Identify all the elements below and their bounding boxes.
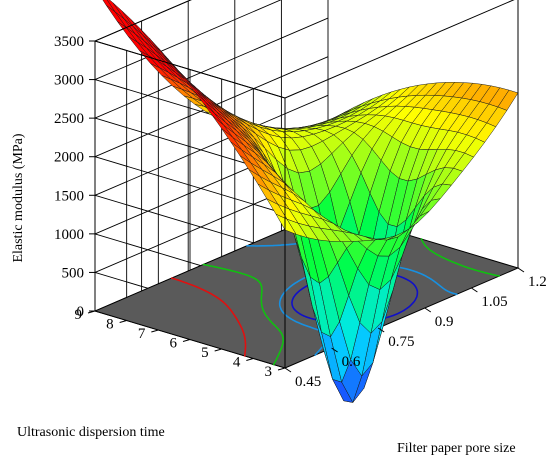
surface-mesh [102, 0, 519, 403]
y-tick-label: 8 [106, 317, 114, 333]
z-tick-label: 3000 [54, 73, 84, 89]
y-tick-label: 4 [233, 355, 241, 371]
y-tick-label: 7 [138, 326, 146, 342]
z-tick-label: 500 [62, 265, 85, 281]
y-tick [119, 320, 127, 323]
y-tick-label: 9 [75, 307, 83, 323]
x-tick [517, 267, 525, 273]
y-tick-label: 3 [265, 364, 273, 380]
y-tick [214, 348, 222, 352]
y-tick [246, 358, 254, 361]
top-frame-edge [93, 0, 515, 99]
y-tick [277, 367, 286, 371]
axis-ticks: 0 500 1000 1500 2000 2500 3000 3500 3 4 5 6 7 8 9 0.45 0… [54, 34, 547, 390]
x-tick [284, 367, 292, 373]
z-tick-label: 1000 [54, 227, 84, 243]
x-tick-label: 0.6 [342, 354, 361, 370]
x-tick [471, 287, 478, 293]
surface-facet [275, 213, 297, 235]
z-tick-label: 3500 [54, 34, 84, 50]
x-tick [331, 347, 338, 353]
x-tick [424, 307, 432, 313]
z-tick-label: 2000 [54, 150, 84, 166]
x-axis-title: Filter paper pore size [397, 441, 516, 456]
y-tick [151, 329, 159, 333]
y-tick-label: 6 [170, 336, 178, 352]
x-tick-label: 0.45 [295, 374, 321, 390]
y-tick [182, 339, 191, 342]
back-wall [95, 0, 328, 311]
contour-line [202, 238, 501, 366]
contour-line [170, 277, 247, 357]
x-tick-label: 0.75 [388, 334, 414, 350]
z-axis-title: Elastic modulus (MPa) [11, 133, 26, 262]
x-tick-label: 1.05 [481, 294, 507, 310]
x-tick-label: 1.2 [528, 274, 547, 290]
z-tick-label: 0 [77, 304, 85, 320]
y-tick-label: 5 [201, 345, 209, 361]
y-tick [87, 310, 96, 314]
z-tick-label: 1500 [54, 188, 84, 204]
x-tick-label: 0.9 [435, 314, 454, 330]
front-edges [93, 0, 519, 368]
z-tick-label: 2500 [54, 111, 84, 127]
y-axis-title: Ultrasonic dispersion time [17, 425, 165, 440]
x-tick [377, 327, 385, 333]
